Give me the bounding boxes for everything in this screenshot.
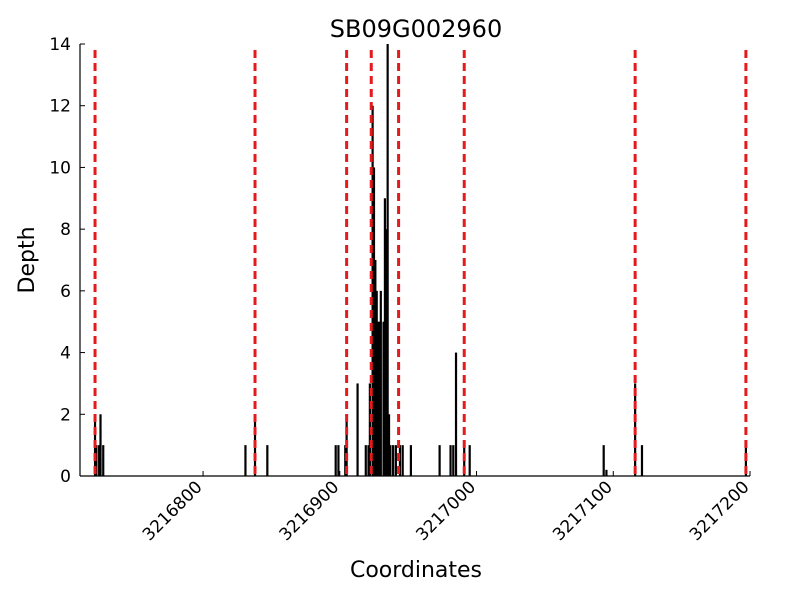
- tick-labels: 0 2 4 6 8 10 12 14 3216800 3216900 3217000 3217100 3…: [49, 35, 753, 545]
- depth-bar: [449, 445, 452, 476]
- depth-bar: [605, 469, 608, 476]
- depth-bar: [367, 445, 370, 476]
- y-tick-label: 6: [60, 282, 71, 302]
- x-tick-label: 3216800: [139, 477, 207, 545]
- x-tick-label: 3217200: [686, 477, 754, 545]
- depth-bar: [389, 445, 392, 476]
- depth-bar: [334, 445, 337, 476]
- depth-bar: [378, 321, 381, 476]
- depth-bar: [379, 290, 382, 476]
- depth-bar: [409, 445, 412, 476]
- depth-bar: [102, 445, 105, 476]
- depth-bar: [452, 445, 455, 476]
- y-tick-label: 0: [60, 467, 71, 487]
- depth-bar: [394, 445, 397, 476]
- x-axis-label: Coordinates: [350, 558, 482, 583]
- depth-bar: [454, 352, 458, 476]
- chart-title: SB09G002960: [330, 15, 502, 43]
- y-tick-label: 2: [60, 405, 71, 425]
- depth-bar: [266, 445, 269, 476]
- depth-bar: [372, 167, 376, 476]
- x-tick-label: 3217100: [549, 477, 617, 545]
- depth-bar: [602, 445, 605, 476]
- y-tick-label: 4: [60, 344, 71, 364]
- depth-bar: [356, 383, 359, 476]
- depth-bars: [93, 44, 747, 477]
- depth-bar: [364, 445, 367, 476]
- y-tick-label: 8: [60, 220, 71, 240]
- x-tick-label: 3217000: [412, 477, 480, 545]
- depth-bar: [383, 198, 387, 477]
- x-tick-label: 3216900: [276, 477, 344, 545]
- depth-bar: [244, 445, 247, 476]
- depth-bar: [387, 414, 391, 476]
- depth-bar: [382, 321, 385, 476]
- y-tick-label: 12: [49, 97, 71, 117]
- depth-bar: [337, 445, 340, 476]
- depth-bar: [468, 445, 471, 476]
- depth-bar: [99, 414, 102, 476]
- depth-bar: [386, 44, 389, 476]
- depth-bar: [401, 445, 404, 476]
- depth-bar: [98, 445, 101, 476]
- y-axis-label: Depth: [15, 226, 40, 293]
- depth-bar: [392, 445, 395, 476]
- exon-boundary-lines: [93, 50, 748, 476]
- y-tick-label: 14: [49, 35, 71, 55]
- depth-bar: [376, 321, 380, 476]
- depth-bar: [385, 229, 388, 476]
- depth-bar: [640, 445, 644, 476]
- axes: [79, 43, 751, 477]
- depth-bar: [374, 260, 377, 476]
- depth-bar: [438, 445, 441, 476]
- y-tick-label: 10: [49, 158, 71, 178]
- depth-bar: [375, 290, 378, 476]
